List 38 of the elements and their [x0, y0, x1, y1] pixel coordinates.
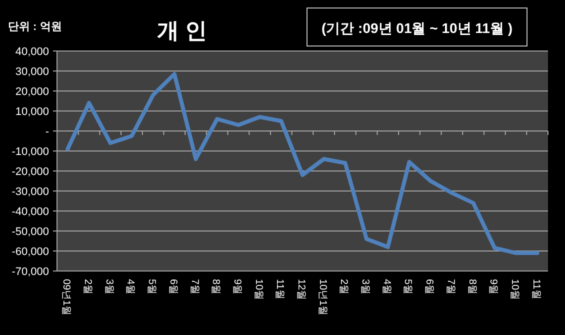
text: 단위 : 억원 — [8, 21, 62, 33]
y-tick-label: 30,000 — [15, 66, 49, 78]
x-tick-label: 2월 — [82, 279, 94, 295]
x-tick-label: 3월 — [103, 279, 114, 295]
x-tick-label: 2월 — [338, 279, 350, 295]
y-tick-label: -40,000 — [12, 206, 49, 218]
x-tick-label: 10월 — [508, 279, 520, 300]
chart-title: 개 인 — [156, 18, 208, 43]
y-tick-label: 10,000 — [15, 106, 49, 118]
x-tick-label: 5월 — [146, 279, 158, 295]
x-tick-label: 7월 — [444, 279, 456, 295]
x-tick-label: 09년1월 — [60, 279, 72, 316]
x-tick-label: 8월 — [466, 279, 478, 295]
y-tick-label: -20,000 — [12, 166, 49, 178]
x-tick-label: 7월 — [188, 279, 200, 295]
y-tick-label: 40,000 — [15, 46, 49, 58]
x-tick-label: 11월 — [530, 279, 542, 300]
x-tick-label: 6월 — [167, 279, 178, 295]
x-tick-label: 10월 — [252, 279, 264, 300]
x-tick-label: 4월 — [380, 279, 392, 295]
x-tick-label: 6월 — [424, 279, 435, 295]
y-tick-label: -70,000 — [12, 266, 49, 278]
y-tick-label: -50,000 — [12, 226, 49, 238]
x-tick-label: 8월 — [210, 279, 222, 295]
y-tick-label: -10,000 — [12, 146, 49, 158]
x-tick-label: 3월 — [360, 279, 371, 295]
y-tick-label: -30,000 — [12, 186, 49, 198]
x-tick-label: 4월 — [124, 279, 136, 295]
x-tick-label: 12월 — [296, 279, 306, 300]
x-tick-label: 9월 — [488, 279, 499, 295]
text: (기간 :09년 01월 ~ 10년 11월 ) — [321, 20, 513, 36]
y-tick-label: 20,000 — [15, 86, 49, 98]
y-tick-label: - — [45, 126, 50, 138]
x-tick-label: 5월 — [402, 279, 414, 295]
y-tick-label: -60,000 — [12, 246, 49, 258]
x-tick-label: 11월 — [274, 279, 286, 300]
x-tick-label: 10년1월 — [316, 279, 328, 316]
x-tick-label: 9월 — [231, 279, 242, 295]
